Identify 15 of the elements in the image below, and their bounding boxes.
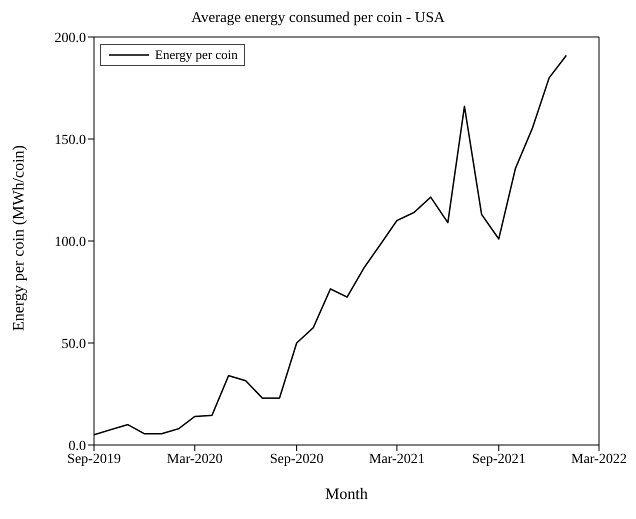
x-tick-label: Mar-2020 — [166, 452, 223, 467]
x-axis-title: Month — [325, 486, 368, 503]
x-tick-label: Sep-2019 — [67, 452, 121, 467]
x-tick-label: Sep-2020 — [270, 452, 324, 467]
chart-title: Average energy consumed per coin - USA — [190, 10, 446, 27]
legend-label: Energy per coin — [155, 47, 238, 63]
y-tick-label: 0.0 — [68, 438, 86, 454]
y-tick-label: 100.0 — [54, 234, 86, 250]
y-tick-label: 200.0 — [54, 30, 86, 46]
y-axis-title: Energy per coin (MWh/coin) — [10, 145, 28, 331]
x-tick-label: Sep-2021 — [472, 452, 526, 467]
y-tick-label: 50.0 — [62, 336, 86, 352]
x-tick-label: Mar-2021 — [369, 452, 425, 467]
y-tick-label: 150.0 — [54, 132, 86, 148]
x-tick-label: Mar-2022 — [571, 452, 627, 467]
